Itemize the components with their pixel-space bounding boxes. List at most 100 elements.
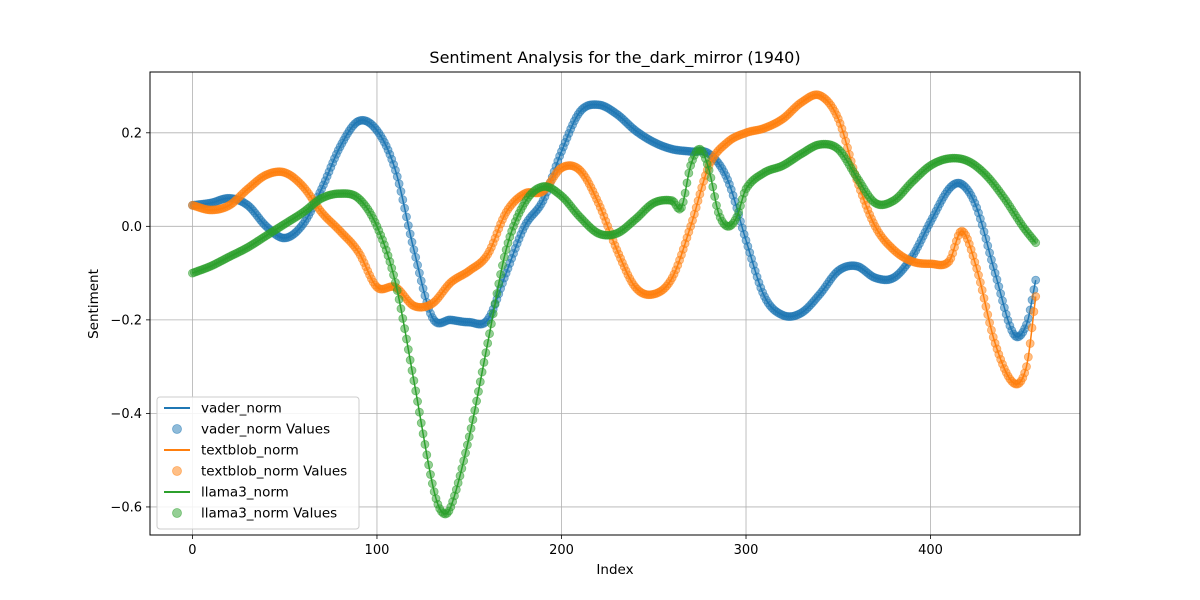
llama3_norm-markers: [188, 139, 1041, 519]
textblob_norm-point: [981, 302, 991, 311]
llama3_norm-point: [403, 345, 413, 354]
vader_norm-point: [403, 221, 413, 230]
llama3_norm-point: [407, 366, 417, 375]
llama3_norm-point: [411, 386, 421, 396]
textblob_norm-point: [1031, 292, 1041, 301]
y-tick-label: −0.6: [110, 500, 142, 515]
x-tick-label: 0: [188, 543, 196, 558]
axis-ticks: 0 100 200 300 400 −0.6 −0.4 −0.2 0.0 0.2: [110, 126, 943, 558]
llama3_norm-point: [474, 387, 483, 396]
x-tick-label: 300: [734, 543, 759, 558]
x-tick-label: 100: [365, 543, 390, 558]
llama3_norm-point: [455, 471, 465, 481]
vader_norm-point: [402, 212, 411, 222]
textblob_norm-point: [979, 293, 989, 303]
llama3_norm-point: [481, 348, 491, 358]
y-axis-label: Sentiment: [86, 269, 102, 339]
legend-entry: llama3_norm: [164, 485, 289, 501]
legend-label: textblob_norm Values: [201, 464, 347, 480]
llama3_norm-point: [710, 192, 720, 201]
llama3_norm-point: [394, 294, 404, 304]
vader_norm-point: [392, 172, 402, 182]
vader_norm-point: [418, 284, 428, 293]
vader_norm-point: [414, 268, 424, 278]
legend-entry: vader_norm Values: [172, 422, 330, 438]
textblob_norm-markers: [188, 90, 1041, 389]
llama3_norm-point: [494, 279, 504, 289]
llama3_norm-point: [389, 270, 398, 280]
llama3_norm-point: [472, 396, 482, 406]
llama3_norm-point: [398, 314, 408, 323]
llama3_norm-series: [188, 139, 1041, 519]
llama3_norm-point: [1031, 238, 1041, 248]
vader_norm-point: [400, 203, 410, 213]
llama3_norm-point: [682, 178, 692, 188]
llama3_norm-point: [464, 432, 474, 442]
chart-title: Sentiment Analysis for the_dark_mirror (…: [429, 48, 800, 68]
llama3_norm-point: [470, 406, 480, 415]
llama3_norm-point: [418, 429, 428, 439]
y-tick-label: −0.2: [110, 313, 142, 328]
y-tick-label: 0.2: [121, 126, 142, 141]
llama3_norm-point: [422, 450, 432, 460]
llama3_norm-point: [392, 286, 402, 295]
llama3_norm-point: [706, 173, 716, 183]
llama3_norm-point: [496, 269, 506, 279]
textblob_norm-point: [1022, 362, 1031, 372]
llama3_norm-point: [477, 367, 487, 377]
llama3_norm-point: [680, 188, 690, 198]
legend-entry: textblob_norm Values: [172, 464, 347, 480]
llama3_norm-point: [416, 418, 426, 428]
llama3_norm-point: [466, 423, 476, 433]
llama3_norm-point: [499, 252, 509, 262]
vader_norm-point: [396, 187, 406, 196]
vader_norm-point: [1023, 314, 1033, 323]
llama3_norm-point: [459, 456, 469, 466]
llama3_norm-point: [427, 479, 437, 488]
series-layer: [188, 90, 1041, 519]
legend-label: vader_norm: [201, 401, 282, 417]
vader_norm-point: [405, 229, 415, 239]
legend-marker-swatch: [172, 508, 182, 518]
llama3_norm-point: [413, 397, 422, 406]
textblob_norm-point: [1029, 307, 1039, 317]
vader_norm-point: [411, 252, 421, 262]
vader_norm-point: [398, 195, 408, 205]
vader_norm-point: [413, 260, 422, 270]
llama3_norm-point: [468, 415, 478, 424]
llama3_norm-point: [391, 278, 400, 287]
x-tick-label: 200: [549, 543, 574, 558]
llama3_norm-point: [402, 334, 411, 344]
llama3_norm-point: [420, 440, 430, 449]
textblob_norm-point: [1025, 339, 1035, 348]
legend-marker-swatch: [172, 466, 182, 476]
llama3_norm-point: [405, 355, 415, 365]
legend-label: textblob_norm: [201, 443, 299, 459]
llama3_norm-point: [704, 165, 714, 175]
llama3_norm-point: [461, 448, 470, 458]
textblob_norm-series: [188, 90, 1041, 389]
legend-label: vader_norm Values: [201, 422, 330, 438]
vader_norm-point: [1031, 275, 1041, 285]
legend: vader_norm vader_norm Values textblob_norm…: [156, 396, 360, 530]
llama3_norm-point: [457, 464, 467, 473]
llama3_norm-point: [483, 338, 493, 348]
textblob_norm-point: [974, 270, 983, 280]
llama3_norm-point: [462, 440, 472, 450]
x-axis-label: Index: [596, 562, 633, 578]
vader_norm-point: [409, 245, 419, 255]
textblob_norm-point: [977, 285, 987, 295]
llama3_norm-point: [414, 407, 424, 417]
llama3_norm-point: [485, 329, 494, 339]
y-tick-label: 0.0: [121, 220, 142, 235]
vader_norm-point: [394, 179, 404, 189]
llama3_norm-point: [479, 357, 489, 367]
textblob_norm-point: [1023, 352, 1033, 362]
legend-entry: llama3_norm Values: [172, 506, 337, 522]
plot-frame: [149, 71, 1081, 536]
vader_norm-markers: [188, 100, 1041, 342]
llama3_norm-point: [490, 299, 500, 308]
llama3_norm-point: [678, 197, 688, 207]
